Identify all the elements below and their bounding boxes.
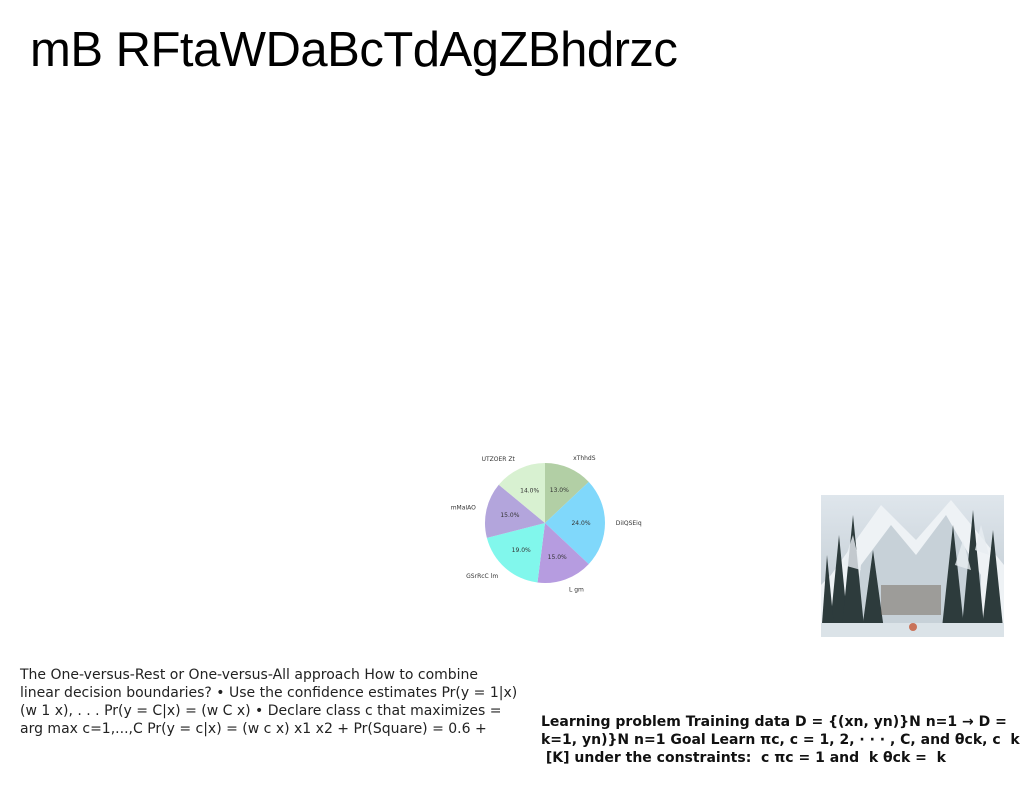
- pie-slice-percent-label: 24.0%: [571, 520, 590, 527]
- pie-slice-category-label: DiIQSEiq: [616, 520, 642, 527]
- page-title: mB RFtaWDaBcTdAgZBhdrzc: [30, 23, 678, 77]
- body-text-left: The One-versus-Rest or One-versus-All ap…: [20, 667, 518, 737]
- pie-chart: 13.0% xThhdS 24.0% DiIQSEiq 15.0% L gm 19.0% GS…: [440, 430, 660, 620]
- pie-slice: [498, 463, 545, 523]
- pie-slice-category-label: UTZOER Zt: [482, 456, 516, 463]
- pie-chart-svg: 13.0% xThhdS 24.0% DiIQSEiq 15.0% L gm 19.0% GS…: [451, 455, 642, 594]
- pie-slice: [485, 484, 545, 538]
- pie-slice-category-label: xThhdS: [573, 455, 596, 462]
- pie-slice: [537, 523, 589, 583]
- pie-slice-percent-label: 15.0%: [548, 554, 567, 561]
- pie-slice-percent-label: 14.0%: [520, 487, 539, 494]
- pie-slice: [545, 481, 605, 565]
- pie-slice-percent-label: 15.0%: [500, 512, 519, 519]
- forest-photo-image: [821, 495, 1004, 637]
- pie-slice-percent-label: 19.0%: [512, 547, 531, 554]
- forest-photo: [821, 495, 1004, 637]
- pie-slice: [545, 463, 589, 523]
- body-text-right: Learning problem Training data D = {(xn,…: [541, 714, 1020, 766]
- pie-slice-category-label: GSrRcC lm: [466, 573, 498, 580]
- pie-slice: [486, 523, 545, 583]
- pie-slice-category-label: L gm: [569, 587, 584, 594]
- pie-slice-percent-label: 13.0%: [550, 487, 569, 494]
- pie-slice-category-label: mMaIAO: [451, 505, 476, 512]
